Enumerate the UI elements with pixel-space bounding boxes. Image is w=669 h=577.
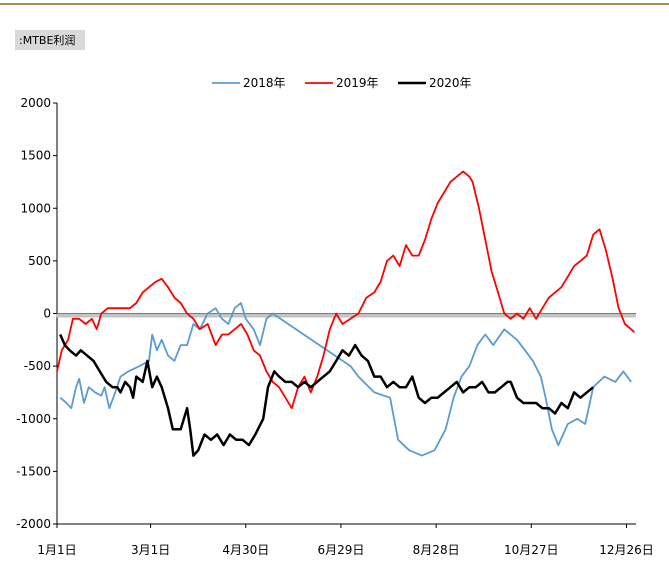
x-tick-label: 6月29日 [317,543,364,557]
y-tick-label: 0 [43,307,51,321]
x-tick-label: 3月1日 [131,543,170,557]
y-tick-label: -1000 [16,412,51,426]
y-tick-label: -500 [24,359,51,373]
series-line [59,302,632,457]
y-tick-label: -2000 [16,517,51,531]
title-box [15,30,85,50]
x-tick-label: 12月26日 [599,543,654,557]
legend: 2018年 2019年 2020年 [212,76,472,90]
y-tick-label: 2000 [20,96,51,110]
y-tick-label: 1000 [20,201,51,215]
x-tick-label: 8月28日 [413,543,460,557]
series-line [56,170,636,410]
series-line [59,333,594,457]
y-tick-label: 1500 [20,149,51,163]
legend-label: 2019年 [336,76,379,90]
x-tick-label: 1月1日 [37,543,76,557]
x-tick-label: 4月30日 [222,543,269,557]
legend-label: 2020年 [429,76,472,90]
y-tick-label: 500 [28,254,51,268]
x-tick-label: 10月27日 [504,543,559,557]
legend-label: 2018年 [243,76,286,90]
chart-title: :MTBE利润 [19,33,75,47]
y-tick-label: -1500 [16,464,51,478]
